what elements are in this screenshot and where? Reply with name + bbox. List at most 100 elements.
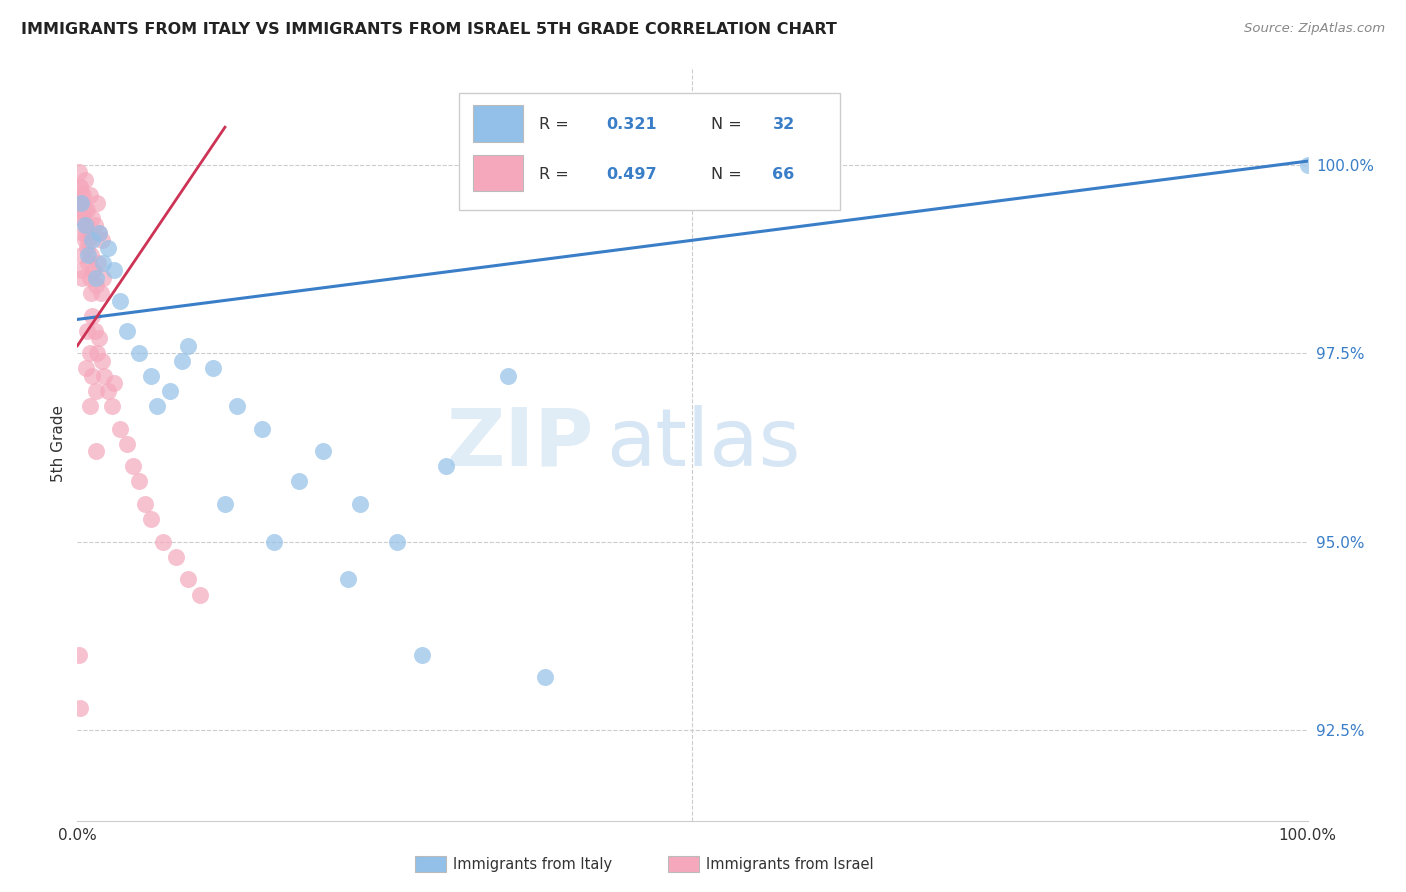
Text: R =: R = — [538, 118, 574, 132]
Point — [188, 588, 212, 602]
Point — [250, 422, 273, 436]
Point — [70, 263, 93, 277]
Point — [69, 700, 91, 714]
Point — [534, 670, 557, 684]
Point — [82, 309, 104, 323]
Point — [69, 180, 91, 194]
Point — [177, 339, 200, 353]
Point — [159, 384, 181, 398]
FancyBboxPatch shape — [458, 94, 841, 211]
Point — [141, 512, 163, 526]
Point — [73, 218, 96, 232]
Bar — [474, 155, 523, 191]
Point — [70, 188, 93, 202]
Point — [288, 475, 311, 489]
Point — [97, 241, 120, 255]
Text: 66: 66 — [772, 167, 794, 182]
Point — [82, 263, 104, 277]
Point — [177, 573, 200, 587]
Point — [436, 459, 458, 474]
Point — [70, 248, 93, 262]
Point — [110, 422, 132, 436]
Point — [411, 648, 433, 662]
Point — [214, 497, 236, 511]
Text: Source: ZipAtlas.com: Source: ZipAtlas.com — [1244, 22, 1385, 36]
Point — [72, 226, 94, 240]
Point — [76, 324, 98, 338]
Point — [84, 278, 107, 293]
Point — [103, 376, 125, 391]
Point — [349, 497, 371, 511]
Text: atlas: atlas — [606, 405, 800, 483]
Point — [170, 354, 193, 368]
Point — [70, 195, 93, 210]
Point — [79, 271, 101, 285]
Point — [89, 331, 111, 345]
Point — [76, 203, 98, 218]
Point — [79, 399, 101, 413]
Point — [77, 248, 100, 262]
Point — [84, 271, 107, 285]
Point — [83, 218, 105, 232]
Point — [77, 256, 100, 270]
Point — [152, 534, 174, 549]
Point — [83, 324, 105, 338]
Text: N =: N = — [711, 118, 747, 132]
Text: IMMIGRANTS FROM ITALY VS IMMIGRANTS FROM ISRAEL 5TH GRADE CORRELATION CHART: IMMIGRANTS FROM ITALY VS IMMIGRANTS FROM… — [21, 22, 837, 37]
Point — [73, 203, 96, 218]
Point — [67, 165, 90, 179]
Point — [80, 248, 103, 262]
Point — [75, 218, 97, 232]
Point — [115, 324, 138, 338]
Point — [72, 203, 94, 218]
Point — [80, 286, 103, 301]
Point — [115, 437, 138, 451]
Point — [165, 549, 187, 564]
Y-axis label: 5th Grade: 5th Grade — [51, 405, 66, 483]
Point — [87, 256, 110, 270]
Text: N =: N = — [711, 167, 747, 182]
Point — [67, 648, 90, 662]
Point — [110, 293, 132, 308]
Text: Immigrants from Italy: Immigrants from Italy — [453, 857, 612, 871]
Point — [77, 233, 100, 247]
Point — [101, 399, 124, 413]
Point — [79, 188, 101, 202]
Point — [90, 233, 114, 247]
Point — [70, 195, 93, 210]
Point — [84, 444, 107, 458]
Point — [73, 173, 96, 187]
Point — [69, 211, 91, 225]
Point — [91, 271, 114, 285]
Point — [72, 188, 94, 202]
Point — [93, 368, 115, 383]
Point — [89, 226, 111, 240]
Point — [146, 399, 169, 413]
Text: 0.497: 0.497 — [606, 167, 657, 182]
Text: R =: R = — [538, 167, 574, 182]
Point — [201, 361, 224, 376]
Point — [67, 203, 90, 218]
Point — [82, 233, 104, 247]
Point — [226, 399, 249, 413]
Text: 0.321: 0.321 — [606, 118, 657, 132]
Text: ZIP: ZIP — [447, 405, 595, 483]
Point — [75, 361, 97, 376]
Point — [312, 444, 335, 458]
Point — [86, 346, 108, 360]
Point — [76, 241, 98, 255]
Point — [75, 226, 97, 240]
Point — [89, 226, 111, 240]
Point — [141, 368, 163, 383]
Point — [84, 384, 107, 398]
Point — [134, 497, 156, 511]
Point — [90, 354, 114, 368]
Point — [86, 195, 108, 210]
Text: Immigrants from Israel: Immigrants from Israel — [706, 857, 873, 871]
Point — [97, 384, 120, 398]
Bar — [474, 105, 523, 142]
Point — [337, 573, 360, 587]
Point — [91, 256, 114, 270]
Point — [82, 211, 104, 225]
Point — [69, 180, 91, 194]
